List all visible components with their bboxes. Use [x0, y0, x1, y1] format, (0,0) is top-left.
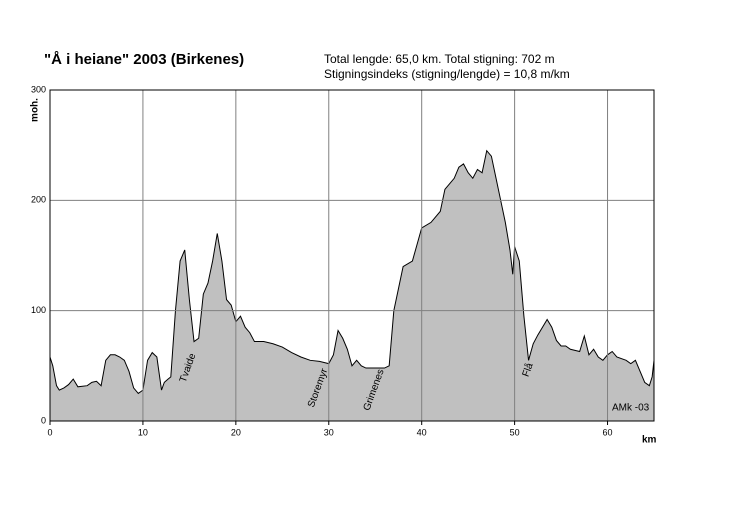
- y-axis-label: moh.: [30, 98, 41, 122]
- annotation: Flå: [520, 361, 536, 379]
- x-axis-label: km: [642, 435, 657, 446]
- x-tick-label: 40: [417, 427, 427, 437]
- x-tick-label: 20: [231, 427, 241, 437]
- x-tick-label: 50: [510, 427, 520, 437]
- plot-border: [49, 89, 655, 422]
- x-tick-label: 30: [324, 427, 334, 437]
- elevation-area: [50, 150, 654, 421]
- chart-title: "Å i heiane" 2003 (Birkenes): [44, 51, 244, 68]
- annotation: AMk -03: [612, 403, 650, 414]
- y-tick-label: 200: [31, 195, 46, 205]
- subtitle: Stigningsindeks (stigning/lengde) = 10,8…: [324, 67, 570, 81]
- x-tick-label: 60: [603, 427, 613, 437]
- y-tick-label: 300: [31, 84, 46, 94]
- x-tick-label: 0: [47, 427, 52, 437]
- y-tick-label: 0: [41, 415, 46, 425]
- elevation-line: [49, 149, 655, 395]
- subtitle: Total lengde: 65,0 km. Total stigning: 7…: [324, 52, 555, 66]
- y-tick-label: 100: [31, 305, 46, 315]
- x-tick-label: 10: [138, 427, 148, 437]
